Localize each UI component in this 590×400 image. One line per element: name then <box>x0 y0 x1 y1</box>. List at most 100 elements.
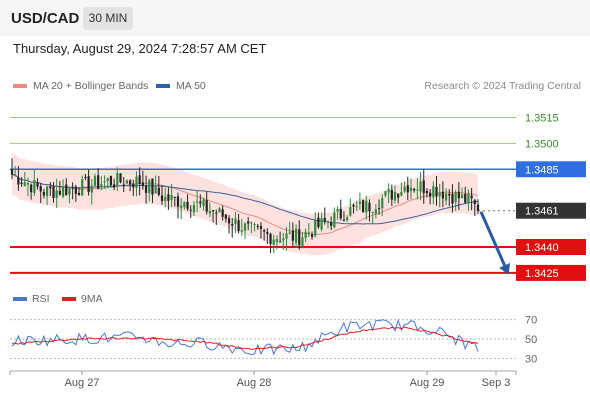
candle <box>55 190 58 198</box>
ma50-label: MA 50 <box>176 80 206 92</box>
candle <box>266 232 269 234</box>
candle <box>304 231 307 238</box>
legend-ma20: MA 20 + Bollinger Bands <box>13 80 148 92</box>
candle <box>368 202 371 212</box>
candle <box>30 184 33 193</box>
candle <box>61 186 65 197</box>
candle <box>403 186 406 192</box>
candle <box>160 195 164 202</box>
candle <box>90 185 93 193</box>
candle <box>400 192 403 196</box>
rsi-tick-30: 30 <box>525 353 537 365</box>
candle <box>119 173 122 183</box>
candle <box>243 223 247 231</box>
candle <box>125 180 129 184</box>
rsi-legend-swatch <box>13 297 27 301</box>
candle <box>132 183 135 188</box>
x-tick-label: Aug 28 <box>237 377 272 389</box>
candle <box>68 187 71 195</box>
candle <box>231 223 234 226</box>
projection-arrow-head <box>499 263 511 275</box>
level-label-1-3425: 1.3425 <box>525 268 559 280</box>
candle <box>365 200 368 213</box>
candle <box>106 178 109 181</box>
candle <box>218 208 221 213</box>
candle <box>14 175 17 177</box>
candle <box>49 186 52 189</box>
candle <box>208 210 211 214</box>
candle <box>157 187 160 195</box>
candle <box>144 186 148 193</box>
candle <box>409 187 413 192</box>
candle <box>451 193 454 204</box>
candle <box>371 211 374 213</box>
candle <box>26 182 30 185</box>
candle <box>221 209 224 217</box>
candle <box>256 225 259 227</box>
candle <box>20 182 23 185</box>
candle <box>294 228 298 243</box>
candle <box>441 191 444 199</box>
candle <box>148 180 151 194</box>
candle <box>234 218 237 224</box>
rsi-legend-swatch <box>62 297 76 301</box>
candle <box>279 241 282 243</box>
pair-title: USD/CAD <box>11 10 80 27</box>
level-box-1-3461 <box>516 202 586 219</box>
candle <box>199 201 202 204</box>
candle <box>374 209 377 214</box>
candle <box>17 177 20 185</box>
candle <box>151 178 154 195</box>
candle <box>272 239 275 245</box>
candle <box>349 207 352 216</box>
candle <box>413 188 416 191</box>
header-bar: USD/CAD 30 MIN <box>0 0 590 36</box>
rsi-tick-70: 70 <box>525 315 537 327</box>
candle <box>176 196 180 207</box>
candle <box>215 212 218 214</box>
candle <box>298 229 301 246</box>
candle <box>336 209 339 212</box>
legend-ma50: MA 50 <box>156 80 206 92</box>
candle <box>310 234 314 237</box>
candle <box>467 193 470 204</box>
candle <box>202 199 205 206</box>
candle <box>339 209 342 219</box>
level-label-1-3515: 1.3515 <box>525 112 559 124</box>
candle <box>180 205 183 209</box>
candle <box>444 193 448 201</box>
candle <box>250 222 253 224</box>
candle <box>109 175 113 186</box>
candle <box>282 238 285 241</box>
candle <box>103 181 106 183</box>
candle <box>23 182 26 187</box>
candle <box>116 172 119 186</box>
candle <box>476 204 480 211</box>
candle <box>237 220 240 231</box>
candle <box>361 200 365 212</box>
candle <box>419 181 422 192</box>
rsi-ma-line <box>12 326 479 351</box>
candle <box>81 179 84 196</box>
projection-arrow <box>479 211 509 272</box>
candle <box>189 209 192 211</box>
candle <box>342 219 346 221</box>
candle <box>464 193 467 203</box>
candle <box>167 194 170 201</box>
candle <box>93 176 97 186</box>
candle <box>352 204 355 207</box>
candle <box>438 192 441 197</box>
candle <box>240 230 243 232</box>
candle <box>384 191 387 196</box>
candle <box>46 186 49 197</box>
candle <box>192 204 196 213</box>
candle <box>196 201 199 203</box>
timeframe-button[interactable]: 30 MIN <box>83 7 133 30</box>
candle <box>173 196 176 198</box>
candle <box>253 224 256 226</box>
ma20-swatch <box>13 84 27 88</box>
candle <box>330 222 333 226</box>
candle <box>323 217 326 222</box>
x-tick-label: Sep 3 <box>482 377 511 389</box>
level-box-1-3440 <box>516 239 586 255</box>
